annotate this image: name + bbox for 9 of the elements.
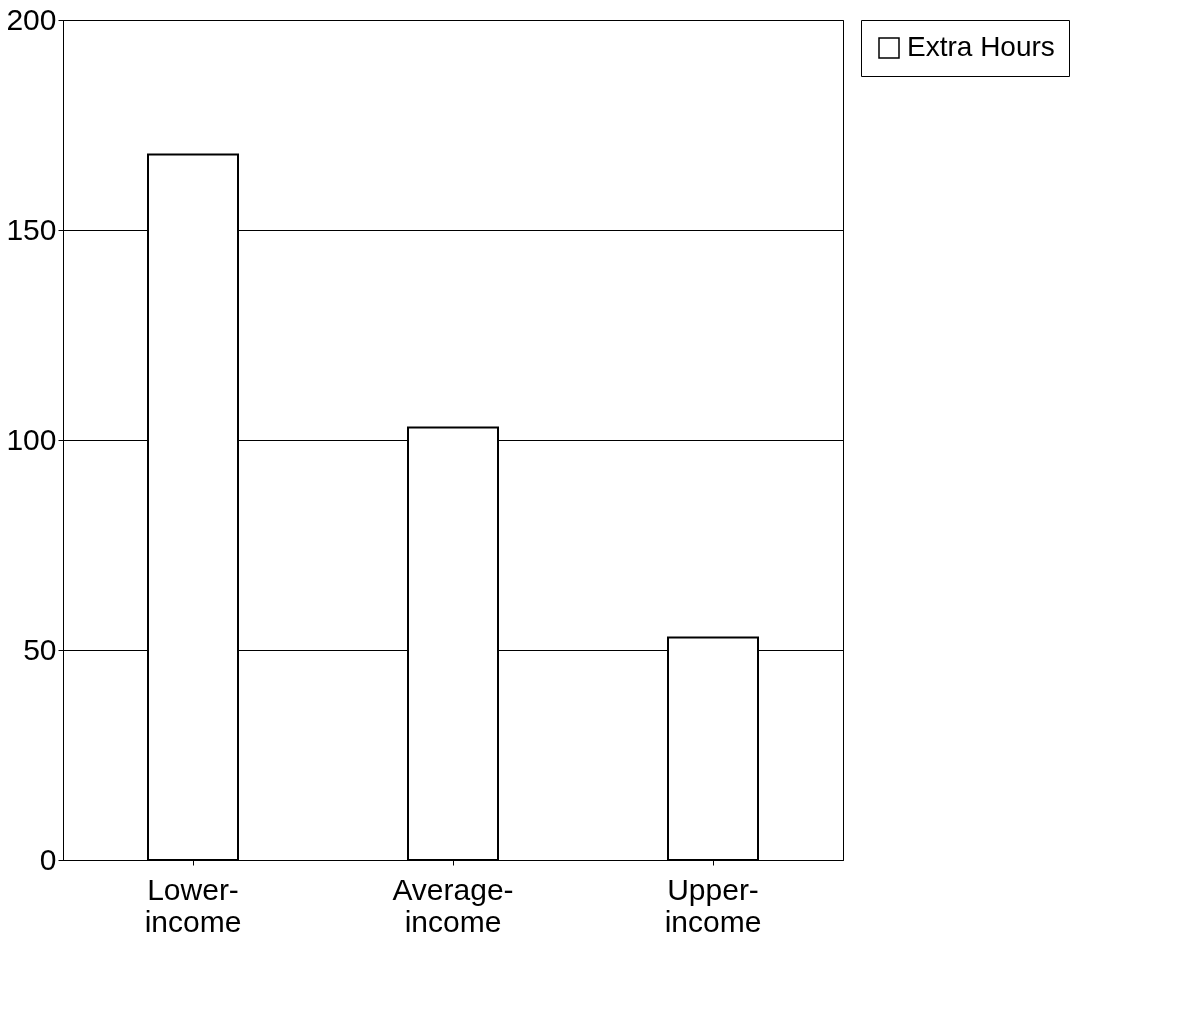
legend-label: Extra Hours xyxy=(907,31,1055,62)
x-tick-label: Average-income xyxy=(392,872,514,938)
y-tick-label: 200 xyxy=(6,2,57,36)
x-tick-label: Lower-income xyxy=(144,872,242,938)
y-tick-label: 150 xyxy=(6,212,57,246)
x-tick-label: Upper-income xyxy=(664,872,762,938)
y-tick-label: 100 xyxy=(6,422,57,456)
y-tick-label: 0 xyxy=(39,842,57,876)
y-tick-label: 50 xyxy=(23,632,57,666)
